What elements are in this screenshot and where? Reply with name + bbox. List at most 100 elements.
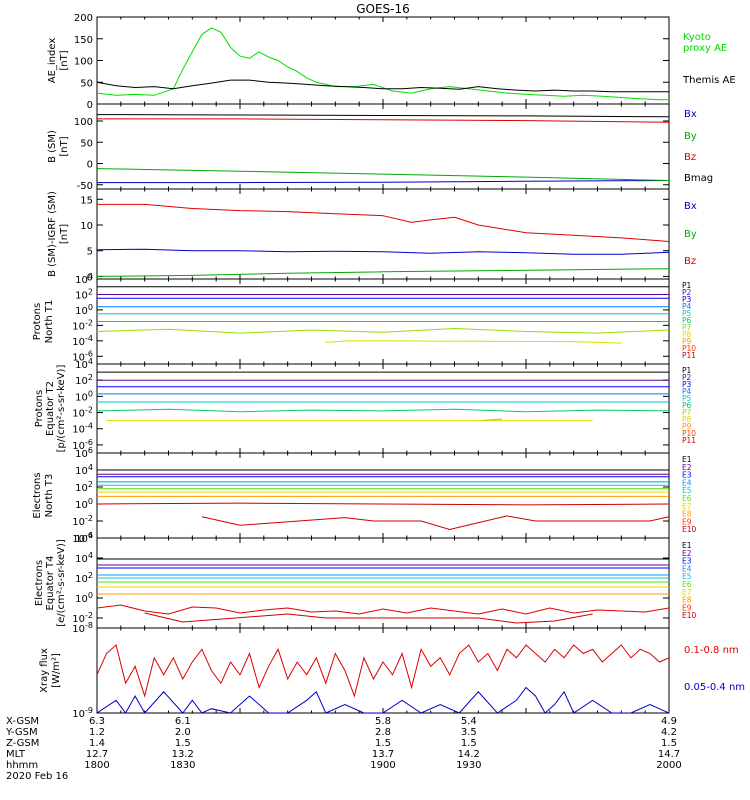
ephemeris-row-label: Y-GSM (5, 727, 38, 738)
series-line-by (97, 268, 669, 277)
series-line-e10 (201, 515, 669, 531)
legend-p7: P7 (682, 408, 692, 417)
legend-p9: P9 (682, 337, 692, 346)
y-tick-label: 200 (74, 13, 93, 24)
y-tick-label: 0 (87, 100, 93, 111)
legend-e7: E7 (682, 502, 692, 511)
legend-e9: E9 (682, 603, 692, 612)
legend-p5: P5 (682, 309, 692, 318)
legend-e8: E8 (682, 510, 692, 519)
series-line-e9 (97, 604, 669, 615)
y-tick-label: 10-4 (72, 334, 93, 348)
y-axis-label: [nT] (59, 50, 70, 70)
series-line-bx (97, 180, 669, 184)
y-axis-label: B (SM) (47, 130, 58, 163)
y-axis-label: Xray flux (39, 648, 50, 693)
y-tick-label: 100 (75, 497, 93, 511)
legend-p6: P6 (682, 401, 692, 410)
y-tick-label: 102 (75, 571, 93, 585)
y-axis-label: B (SM)-IGRF (SM) (47, 191, 58, 277)
series-line-bx (97, 248, 669, 255)
y-tick-label: 102 (75, 373, 93, 387)
y-axis-label: [W/m²] (51, 653, 62, 688)
legend-e6: E6 (682, 580, 692, 589)
y-tick-label: 10-4 (72, 422, 93, 436)
panel-frame (96, 627, 670, 714)
ephemeris-value: 5.8 (375, 716, 391, 727)
y-tick-label: 10-8 (72, 621, 93, 635)
y-tick-label: 0 (87, 272, 93, 283)
y-axis-label: Protons (32, 303, 43, 340)
ephemeris-value: 4.9 (661, 716, 677, 727)
y-tick-label: 10 (80, 221, 93, 232)
y-tick-label: 50 (80, 78, 93, 89)
legend-bz: Bz (684, 256, 696, 267)
y-tick-label: 106 (75, 446, 93, 460)
ephemeris-value: 1800 (84, 760, 109, 771)
ephemeris-row-label: X-GSM (6, 716, 39, 727)
legend-e1: E1 (682, 455, 692, 464)
legend-p1: P1 (682, 366, 692, 375)
y-tick-label: 104 (75, 463, 93, 477)
panel-pequator: 104 102 100 10-2 10-4 10-6 Protons Equator T2 [p… (34, 357, 696, 454)
ephemeris-value: 1830 (170, 760, 195, 771)
ephemeris-value: 2.0 (175, 727, 191, 738)
panel-frame (96, 537, 670, 629)
series-line-bmag (97, 114, 669, 118)
legend-e3: E3 (682, 557, 692, 566)
series-line-bz (97, 203, 669, 242)
y-tick-label: 10-9 (72, 706, 93, 720)
series-line-themis-ae (97, 79, 669, 93)
panel-frame (96, 363, 670, 454)
legend-0-1-0-8-nm: 0.1-0.8 nm (684, 645, 739, 656)
legend-p8: P8 (682, 415, 692, 424)
ephemeris-value: 12.7 (86, 749, 108, 760)
y-tick-label: 100 (74, 117, 93, 128)
legend-p10: P10 (682, 344, 696, 353)
y-axis-label: Equator T2 (45, 381, 56, 436)
y-tick-label: 104 (75, 551, 93, 565)
ephemeris-value: 1.5 (375, 738, 391, 749)
ephemeris-row-label: hhmm (6, 760, 38, 771)
legend-e6: E6 (682, 494, 692, 503)
panel-eequator: 106 104 102 100 10-2 Electrons Equator T4 [e/(c… (34, 531, 697, 629)
y-axis-label: Electrons (34, 560, 45, 606)
y-tick-label: 5 (87, 247, 93, 258)
ephemeris-value: 1930 (456, 760, 481, 771)
ephemeris-value: 14.2 (458, 749, 480, 760)
ephemeris-value: 1.5 (661, 738, 677, 749)
legend-p11: P11 (682, 436, 696, 445)
legend-p10: P10 (682, 429, 696, 438)
y-tick-label: 102 (75, 287, 93, 301)
y-axis-label: Equator T4 (45, 556, 56, 611)
legend-e5: E5 (682, 572, 692, 581)
y-tick-label: 15 (80, 195, 93, 206)
y-axis-label: [e/(cm²-s-sr-keV)] (56, 539, 67, 627)
y-axis-label: Protons (34, 390, 45, 427)
y-tick-label: 106 (75, 531, 93, 545)
y-tick-label: 100 (75, 389, 93, 403)
ephemeris-value: 6.1 (175, 716, 191, 727)
panel-xray: 10-8 10-9 Xray flux [W/m²] 0.1-0.8 nm 0.05-0.… (39, 621, 745, 720)
panel-frame (96, 452, 670, 539)
legend-by: By (684, 229, 697, 240)
series-line-p6 (97, 408, 669, 413)
legend-e10: E10 (682, 525, 697, 534)
y-tick-label: 102 (75, 480, 93, 494)
legend-kyoto: Kyoto (683, 32, 711, 43)
legend-p4: P4 (682, 302, 692, 311)
legend-p2: P2 (682, 288, 692, 297)
ephemeris-value: 6.3 (89, 716, 105, 727)
y-tick-label: 50 (80, 138, 93, 149)
ephemeris-value: 5.4 (461, 716, 477, 727)
legend-p11: P11 (682, 351, 696, 360)
y-tick-label: 10-2 (72, 318, 93, 332)
legend-e8: E8 (682, 596, 692, 605)
series-line-by (97, 168, 669, 181)
